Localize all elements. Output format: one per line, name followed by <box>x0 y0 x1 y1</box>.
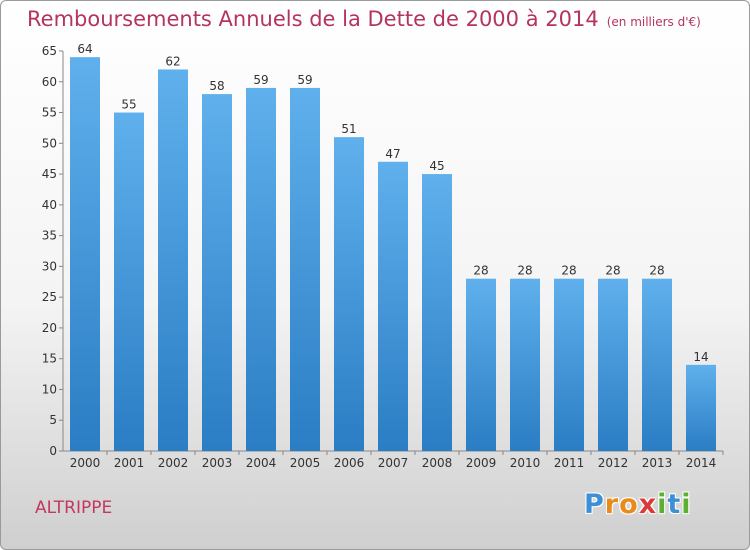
value-label-2001: 55 <box>121 98 136 112</box>
value-label-2012: 28 <box>605 264 620 278</box>
x-tick-label-2012: 2012 <box>598 456 629 470</box>
y-tick-label: 65 <box>42 44 57 58</box>
commune-name: ALTRIPPE <box>35 498 113 518</box>
x-tick-label-2001: 2001 <box>114 456 145 470</box>
bars <box>70 57 716 452</box>
x-tick-label-2011: 2011 <box>554 456 585 470</box>
value-label-2010: 28 <box>517 264 532 278</box>
chart-title-block: Remboursements Annuels de la Dette de 20… <box>27 7 701 31</box>
logo-letter: i <box>681 489 692 520</box>
x-tick-label-2002: 2002 <box>158 456 189 470</box>
value-label-2007: 47 <box>385 147 400 161</box>
y-tick-label: 55 <box>42 106 57 120</box>
x-tick-label-2004: 2004 <box>246 456 277 470</box>
y-tick-label: 5 <box>49 413 57 427</box>
bar-2006 <box>334 137 364 451</box>
x-tick-label-2003: 2003 <box>202 456 233 470</box>
logo-letter: r <box>604 489 620 520</box>
x-tick-label-2000: 2000 <box>70 456 101 470</box>
x-tick-label-2007: 2007 <box>378 456 409 470</box>
logo-letter: i <box>657 489 668 520</box>
bar-2009 <box>466 278 496 451</box>
bar-2014 <box>686 364 716 451</box>
value-label-2011: 28 <box>561 264 576 278</box>
bar-2007 <box>378 161 408 451</box>
logo-letter: x <box>638 489 658 520</box>
x-tick-label-2005: 2005 <box>290 456 321 470</box>
y-tick-label: 25 <box>42 290 57 304</box>
value-label-2013: 28 <box>649 264 664 278</box>
value-label-2003: 58 <box>209 79 224 93</box>
y-tick-label: 40 <box>42 198 57 212</box>
bar-2005 <box>290 87 320 451</box>
value-label-2002: 62 <box>165 54 180 68</box>
x-tick-label-2013: 2013 <box>642 456 673 470</box>
y-tick-label: 50 <box>42 136 57 150</box>
bar-2002 <box>158 69 188 451</box>
proxiti-logo: Proxiti <box>584 489 692 520</box>
bar-2000 <box>70 57 100 452</box>
y-tick-label: 15 <box>42 352 57 366</box>
value-label-2009: 28 <box>473 264 488 278</box>
logo-letter: P <box>584 489 605 520</box>
bar-2008 <box>422 174 452 452</box>
x-tick-label-2008: 2008 <box>422 456 453 470</box>
y-tick-label: 20 <box>42 321 57 335</box>
bar-2011 <box>554 278 584 451</box>
value-labels: 64 55 62 58 59 59 51 47 45 28 28 28 28 28 14 <box>77 42 708 364</box>
bar-2003 <box>202 94 232 452</box>
y-tick-label: 45 <box>42 167 57 181</box>
chart-subtitle: (en milliers d'€) <box>606 15 701 29</box>
value-label-2005: 59 <box>297 73 312 87</box>
y-tick-label: 35 <box>42 229 57 243</box>
bar-2001 <box>114 112 144 452</box>
value-label-2014: 14 <box>693 350 708 364</box>
axes: 0 5 10 15 20 25 30 35 40 45 50 55 60 65 2000 2001 2002 20… <box>42 44 724 470</box>
x-tick-label-2009: 2009 <box>466 456 497 470</box>
value-label-2000: 64 <box>77 42 92 56</box>
y-tick-label: 0 <box>49 444 57 458</box>
x-tick-label-2010: 2010 <box>510 456 541 470</box>
bar-2004 <box>246 87 276 451</box>
bar-2013 <box>642 278 672 451</box>
value-label-2006: 51 <box>341 122 356 136</box>
x-tick-label-2006: 2006 <box>334 456 365 470</box>
x-tick-label-2014: 2014 <box>686 456 717 470</box>
logo-letter: o <box>619 489 639 520</box>
value-label-2008: 45 <box>429 159 444 173</box>
chart-title: Remboursements Annuels de la Dette de 20… <box>27 7 599 31</box>
bar-2010 <box>510 278 540 451</box>
y-tick-label: 60 <box>42 75 57 89</box>
bar-2012 <box>598 278 628 451</box>
logo-letter: t <box>667 489 682 520</box>
y-tick-label: 30 <box>42 259 57 273</box>
y-tick-label: 10 <box>42 382 57 396</box>
value-label-2004: 59 <box>253 73 268 87</box>
